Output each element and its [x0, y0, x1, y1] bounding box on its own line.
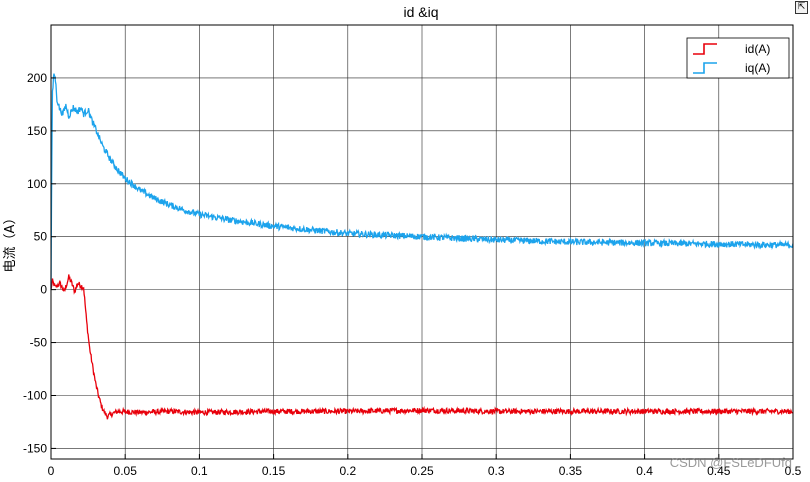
x-tick-label: 0.2 — [339, 464, 356, 478]
legend-swatch — [693, 62, 717, 74]
ticks: 0 0.05 0.1 0.15 0.2 0.25 0.3 0.35 0.4 0.45 0.5 -150… — [23, 71, 802, 478]
x-tick-label: 0.4 — [636, 464, 653, 478]
x-tick-label: 0.05 — [114, 464, 138, 478]
legend-box — [686, 37, 790, 79]
x-tick-label: 0.25 — [410, 464, 434, 478]
y-tick-label: -150 — [23, 441, 47, 455]
x-tick-label: 0.35 — [559, 464, 583, 478]
y-tick-label: 0 — [40, 283, 47, 297]
y-axis-label: 电流（A） — [3, 212, 18, 273]
x-tick-label: 0.45 — [707, 464, 731, 478]
x-tick-label: 0.15 — [262, 464, 286, 478]
watermark: CSDN @FSLeDFUfq — [669, 455, 792, 470]
chart-title: id &iq — [403, 4, 438, 20]
x-tick-label: 0 — [48, 464, 55, 478]
series-line-id(A) — [50, 274, 794, 420]
y-tick-label: 100 — [27, 177, 47, 191]
legend-label: iq(A) — [745, 61, 770, 75]
series-line-iq(A) — [50, 73, 794, 290]
y-tick-label: -100 — [23, 388, 47, 402]
restore-icon[interactable]: ⇱ — [795, 1, 808, 14]
x-tick-label: 0.5 — [785, 464, 802, 478]
legend: id(A) iq(A) — [686, 37, 790, 79]
legend-label: id(A) — [745, 42, 770, 56]
series-layer — [50, 73, 794, 420]
y-tick-label: 50 — [34, 230, 48, 244]
y-tick-label: 200 — [27, 71, 47, 85]
x-tick-label: 0.3 — [488, 464, 505, 478]
y-tick-label: 150 — [27, 124, 47, 138]
legend-swatch — [693, 43, 717, 55]
y-tick-label: -50 — [30, 336, 48, 350]
x-tick-label: 0.1 — [191, 464, 208, 478]
